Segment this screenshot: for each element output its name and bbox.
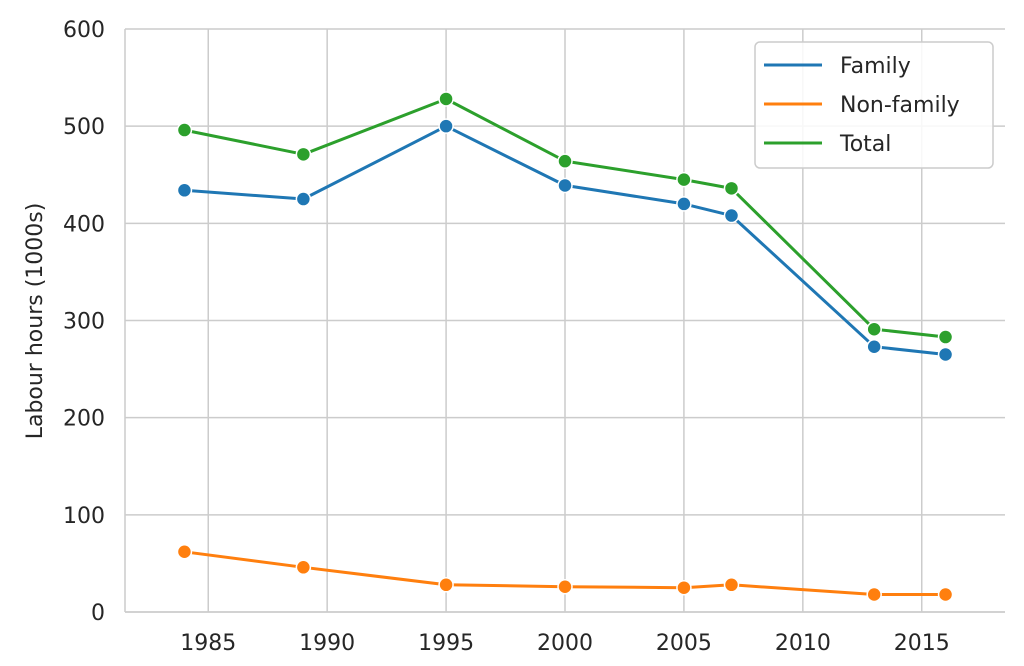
data-point [723,207,740,224]
x-tick-label: 2010 [775,631,831,656]
data-point [676,579,692,596]
data-point [723,180,740,197]
y-tick-label: 500 [63,115,105,140]
axes [124,29,1005,613]
data-point [866,586,882,603]
data-point [176,182,193,199]
data-point [295,191,312,207]
x-tick-label: 1985 [180,631,236,656]
data-point [295,559,312,576]
legend-box [754,41,994,169]
data-point [438,91,454,107]
y-tick-label: 400 [63,212,105,237]
series-line-family [183,124,947,356]
legend-entry: Family [840,54,911,79]
y-axis-label: Labour hours (1000s) [23,203,48,440]
data-point [937,586,954,603]
data-point [176,122,193,138]
data-point [937,346,954,363]
series-line-non-family [183,550,947,596]
y-tick-label: 600 [63,18,105,43]
data-point [937,329,954,345]
tick-labels: 1985 1990 1995 2000 2005 2010 2015 0 100 200 300 40… [63,18,950,656]
series-line-total [183,97,947,339]
data-point [295,146,312,163]
data-point [176,544,193,560]
x-tick-label: 2015 [894,631,950,656]
x-tick-label: 2000 [537,631,593,656]
y-tick-label: 100 [63,504,105,529]
legend-entry: Total [839,132,891,157]
x-tick-label: 2005 [656,631,712,656]
data-point [676,171,692,188]
data-point [557,177,573,194]
data-point [723,577,740,593]
data-point [676,196,692,212]
legend-entry: Non-family [840,93,960,118]
legend: Family Non-family Total [754,41,994,169]
y-tick-label: 300 [63,310,105,335]
x-tick-label: 1990 [299,631,355,656]
data-point [438,577,454,593]
data-point [557,578,573,595]
x-tick-label: 1995 [418,631,474,656]
y-tick-label: 200 [63,407,105,432]
data-point [866,321,882,337]
data-point [438,118,454,134]
y-tick-label: 0 [91,601,105,626]
series-group [176,91,954,603]
data-point [866,338,882,355]
data-point [557,153,573,169]
